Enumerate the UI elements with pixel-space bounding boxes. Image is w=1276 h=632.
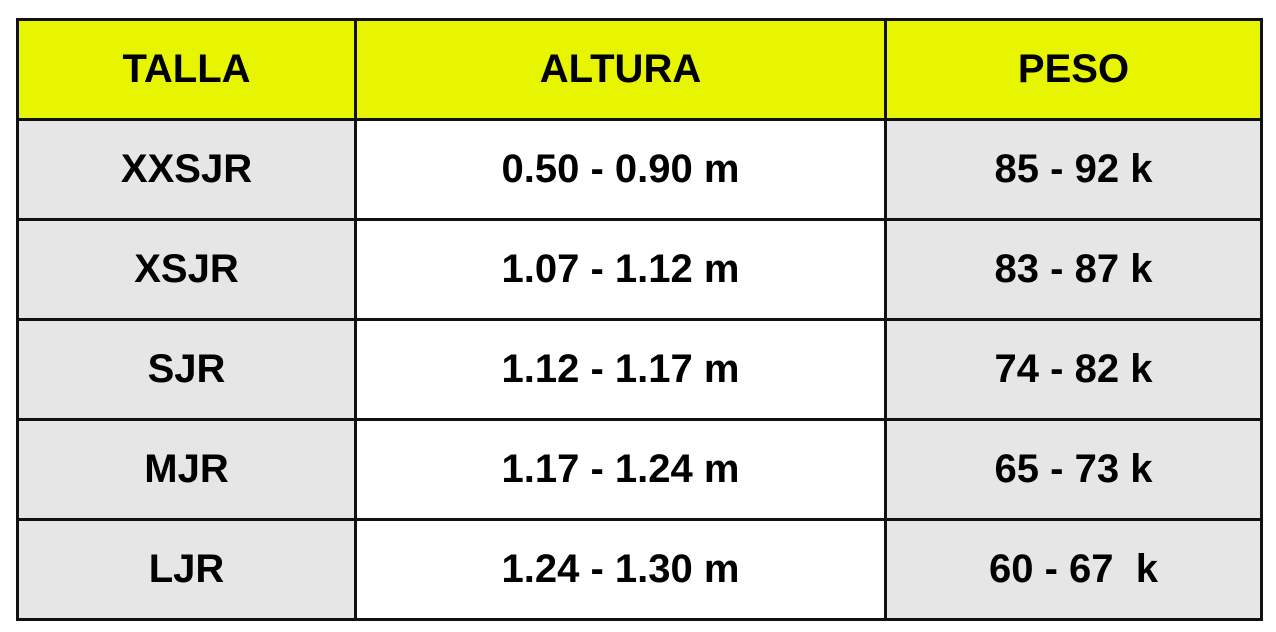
cell-peso: 83 - 87 k: [884, 218, 1263, 321]
cell-peso: 74 - 82 k: [884, 318, 1263, 421]
cell-peso: 60 - 67 k: [884, 518, 1263, 621]
cell-altura: 1.17 - 1.24 m: [354, 418, 887, 521]
header-altura: ALTURA: [354, 18, 887, 121]
cell-altura: 1.12 - 1.17 m: [354, 318, 887, 421]
header-row: TALLA ALTURA PESO: [16, 18, 1263, 121]
header-peso: PESO: [884, 18, 1263, 121]
table-row: XXSJR 0.50 - 0.90 m 85 - 92 k: [16, 118, 1263, 221]
table-row: MJR 1.17 - 1.24 m 65 - 73 k: [16, 418, 1263, 521]
cell-talla: XSJR: [16, 218, 357, 321]
cell-talla: SJR: [16, 318, 357, 421]
cell-talla: XXSJR: [16, 118, 357, 221]
cell-altura: 0.50 - 0.90 m: [354, 118, 887, 221]
table-row: XSJR 1.07 - 1.12 m 83 - 87 k: [16, 218, 1263, 321]
cell-altura: 1.24 - 1.30 m: [354, 518, 887, 621]
header-talla: TALLA: [16, 18, 357, 121]
cell-talla: LJR: [16, 518, 357, 621]
cell-peso: 65 - 73 k: [884, 418, 1263, 521]
cell-peso: 85 - 92 k: [884, 118, 1263, 221]
table-row: SJR 1.12 - 1.17 m 74 - 82 k: [16, 318, 1263, 421]
cell-talla: MJR: [16, 418, 357, 521]
cell-altura: 1.07 - 1.12 m: [354, 218, 887, 321]
table-row: LJR 1.24 - 1.30 m 60 - 67 k: [16, 518, 1263, 621]
size-chart-table: TALLA ALTURA PESO XXSJR 0.50 - 0.90 m 85…: [16, 18, 1263, 621]
